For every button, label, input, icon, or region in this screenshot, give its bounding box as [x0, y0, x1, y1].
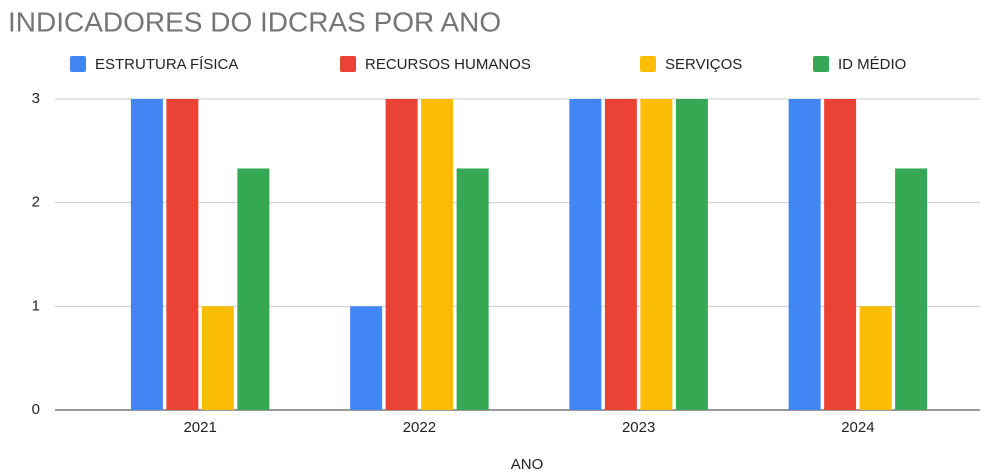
x-axis-title: ANO — [511, 456, 544, 473]
y-tick-label: 3 — [32, 90, 40, 107]
bar — [604, 99, 637, 410]
y-tick-label: 0 — [32, 401, 40, 418]
x-tick-label: 2022 — [403, 419, 436, 436]
bar — [456, 168, 489, 410]
y-tick-label: 1 — [32, 297, 40, 314]
bar — [201, 306, 234, 410]
bar — [569, 99, 602, 410]
legend-swatch — [640, 56, 656, 72]
bar — [788, 99, 821, 410]
x-tick-label: 2023 — [622, 419, 655, 436]
legend-label: SERVIÇOS — [665, 56, 742, 73]
legend-swatch — [340, 56, 356, 72]
bar — [237, 168, 270, 410]
legend-label: ESTRUTURA FÍSICA — [95, 56, 238, 73]
bar — [421, 99, 454, 410]
bar — [130, 99, 163, 410]
legend-label: RECURSOS HUMANOS — [365, 56, 531, 73]
bar — [675, 99, 708, 410]
legend-swatch — [813, 56, 829, 72]
bar — [824, 99, 857, 410]
chart-title: INDICADORES DO IDCRAS POR ANO — [8, 6, 501, 37]
bar — [859, 306, 892, 410]
bar — [350, 306, 383, 410]
legend-swatch — [70, 56, 86, 72]
legend-label: ID MÉDIO — [838, 56, 906, 73]
bar — [895, 168, 928, 410]
bar — [166, 99, 199, 410]
y-tick-label: 2 — [32, 194, 40, 211]
bar — [385, 99, 418, 410]
x-tick-label: 2024 — [841, 419, 874, 436]
bar — [640, 99, 673, 410]
x-tick-label: 2021 — [183, 419, 216, 436]
